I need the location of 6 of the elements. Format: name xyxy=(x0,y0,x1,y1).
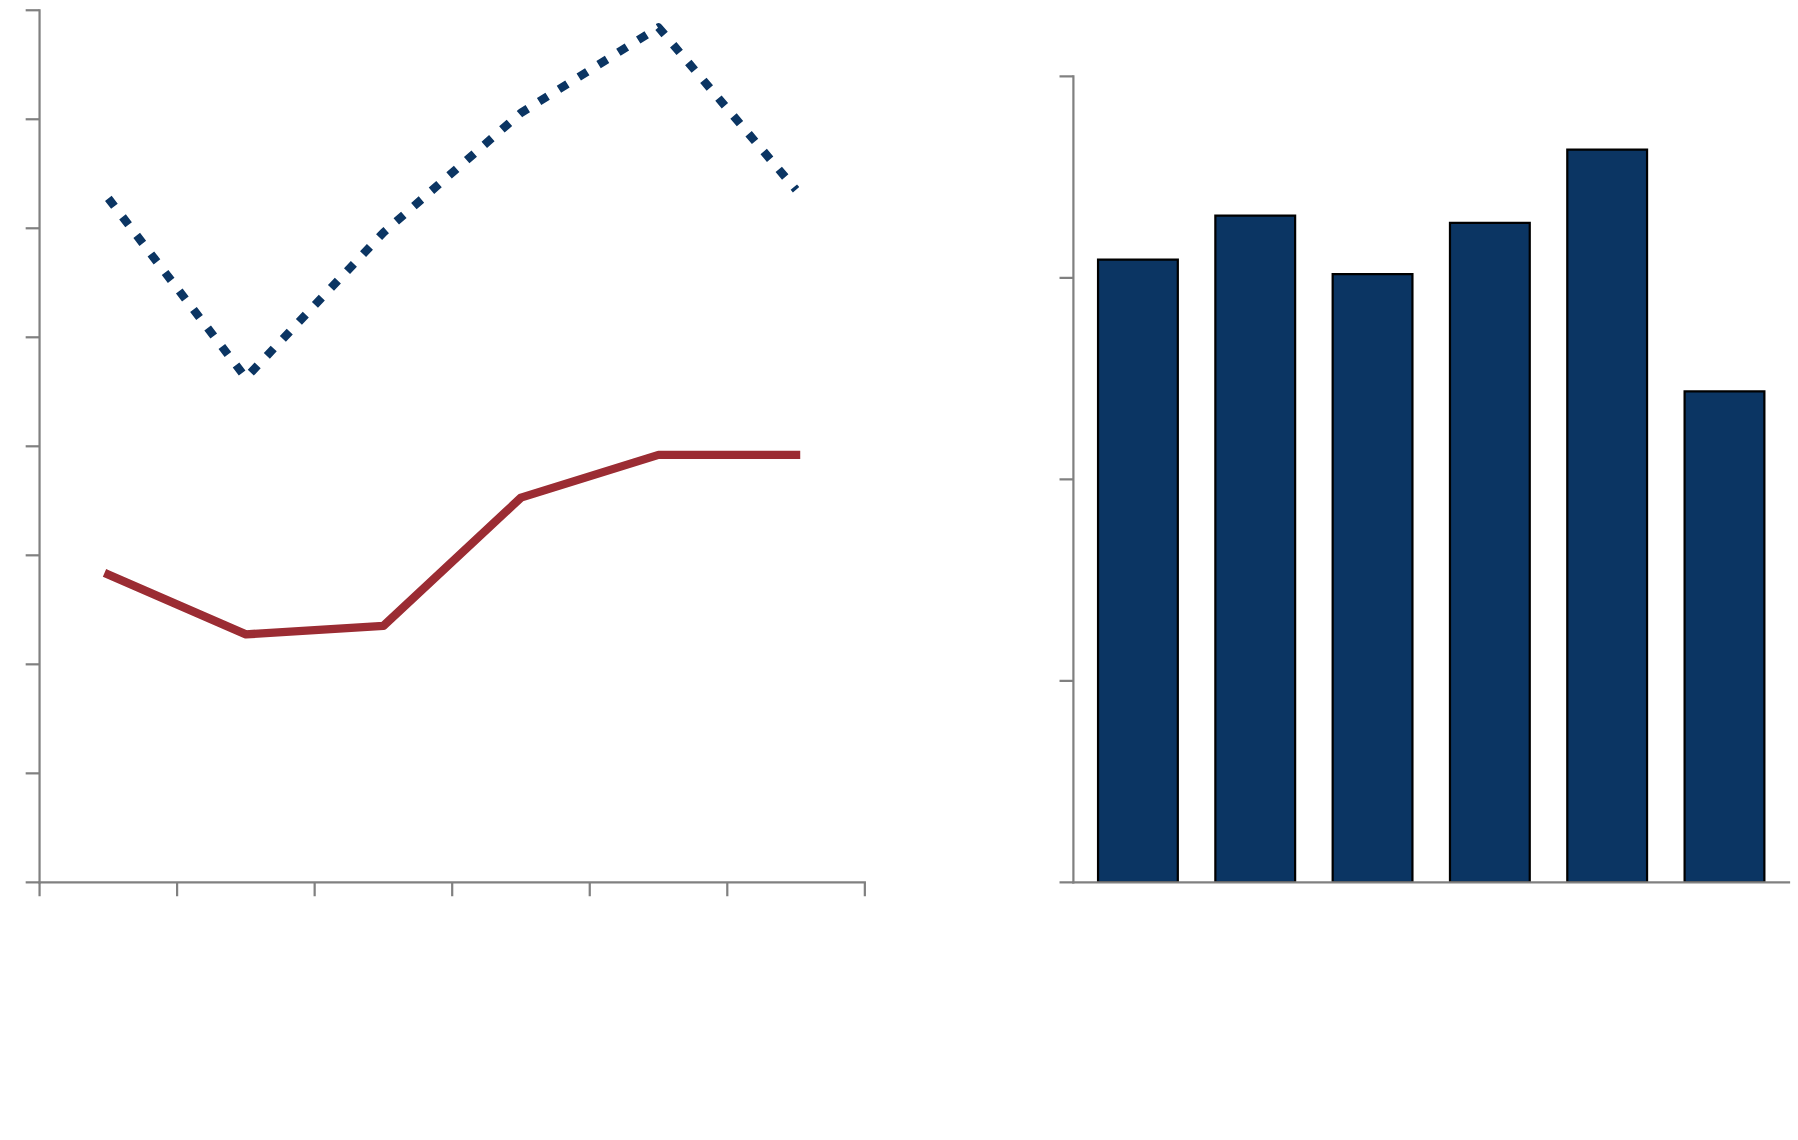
bar xyxy=(1331,273,1414,883)
bar xyxy=(1566,148,1649,883)
bar xyxy=(1448,221,1531,883)
bar xyxy=(1214,214,1297,883)
bar xyxy=(1096,258,1179,883)
bar xyxy=(1683,390,1766,883)
